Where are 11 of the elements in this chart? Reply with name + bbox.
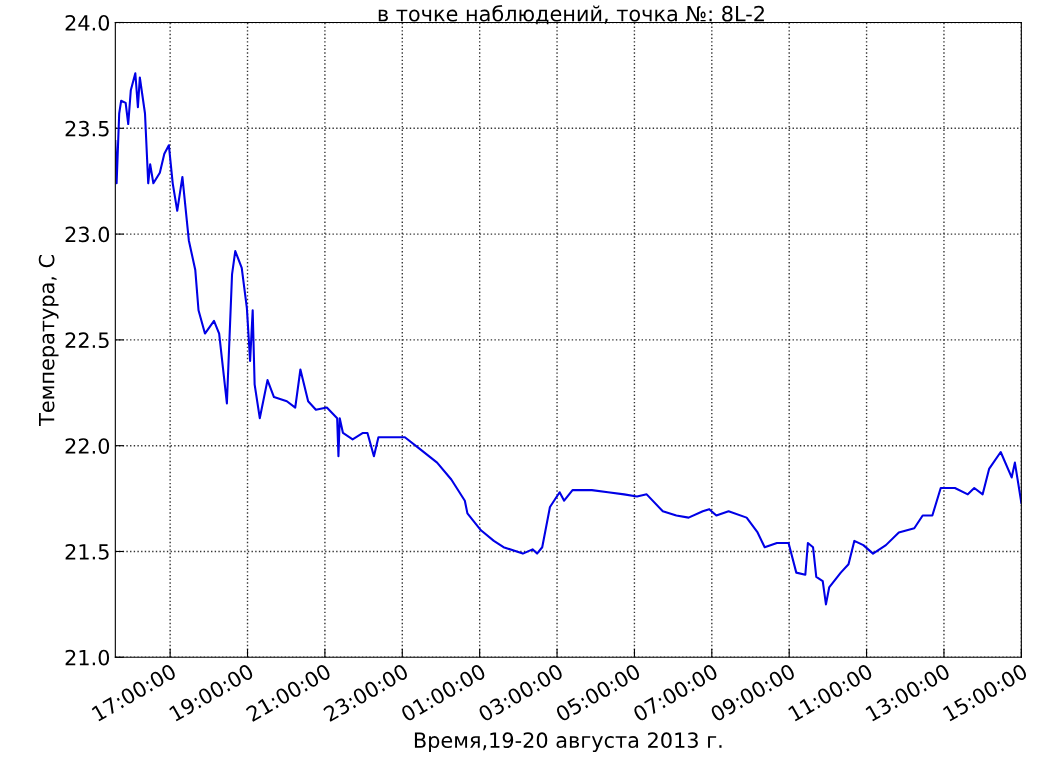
chart-title: в точке наблюдений, точка №: 8L-2 xyxy=(378,5,764,25)
y-tick-label: 21.5 xyxy=(65,543,109,560)
y-tick-label: 24.0 xyxy=(65,14,110,31)
y-tick-label: 23.5 xyxy=(65,120,109,137)
y-axis-title: Температура, С xyxy=(38,255,59,426)
line-series xyxy=(115,72,1022,606)
y-tick-label: 21.0 xyxy=(65,649,110,666)
y-tick-label: 23.0 xyxy=(65,226,110,243)
x-axis-title: Время,19-20 августа 2013 г. xyxy=(414,732,722,753)
y-tick-label: 22.5 xyxy=(65,332,109,349)
y-tick-label: 22.0 xyxy=(65,438,110,454)
